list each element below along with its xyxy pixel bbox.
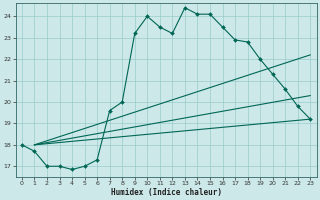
X-axis label: Humidex (Indice chaleur): Humidex (Indice chaleur) [111,188,221,197]
